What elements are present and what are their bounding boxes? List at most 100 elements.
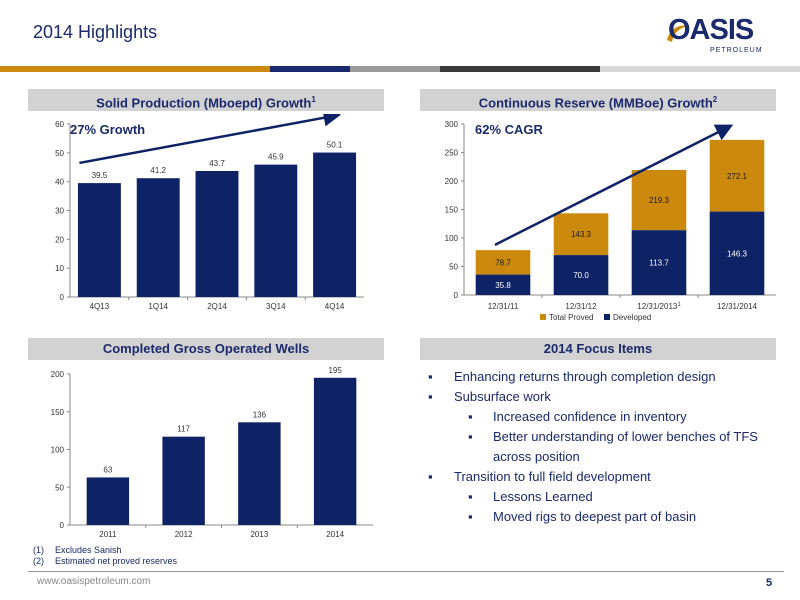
x-tick-label: 12/31/20131 [637,302,681,311]
data-label-developed: 70.0 [573,271,589,280]
y-tick-label: 200 [445,177,459,186]
footnote-2: (2) Estimated net proved reserves [33,556,177,567]
y-tick-label: 0 [454,291,459,300]
x-tick-footnote-ref: 1 [677,302,681,308]
bar-total-proved [709,139,765,212]
stripe-dark [440,66,600,72]
bar-total-proved [553,213,609,256]
stripe-light [600,66,800,72]
bar [254,164,298,297]
page-number: 5 [766,577,773,589]
x-tick-label: 4Q13 [90,302,110,311]
y-tick-label: 50 [55,149,64,158]
bar [195,170,239,297]
footnote-2-number: (2) [33,556,44,566]
x-tick-label: 4Q14 [325,302,345,311]
x-tick-label: 1Q14 [148,302,168,311]
stripe-gold [0,66,270,72]
y-tick-label: 60 [55,120,64,129]
data-label: 117 [177,425,190,434]
reserves-footnote-ref: 2 [712,95,718,104]
y-tick-label: 150 [51,408,65,417]
bar [313,377,357,525]
reserves-stacked-bar-chart: 0 50 100 150 200 250 300 78.7 35.8 12/31/11 143.3 7… [445,120,776,322]
bar [162,436,205,525]
data-label: 39.5 [92,171,108,180]
focus-item: Transition to full field development [428,467,798,487]
focus-subitem: Lessons Learned [428,487,798,507]
reserves-annotation: 62% CAGR [475,122,543,137]
bar-developed [475,274,531,295]
x-tick-label: 2014 [326,530,344,539]
data-label-developed: 35.8 [495,281,511,290]
y-tick-label: 0 [60,293,65,302]
focus-panel-header: 2014 Focus Items [420,338,776,360]
focus-subitem: Moved rigs to deepest part of basin [428,507,798,527]
bar-total-proved [631,169,687,231]
data-label: 63 [103,465,112,474]
footer-url-link[interactable]: www.oasispetroleum.com [37,576,151,587]
footnote-1-text: Excludes Sanish [55,545,122,555]
footnote-2-text: Estimated net proved reserves [55,556,178,566]
y-tick-label: 30 [55,207,64,216]
logo-wordmark: OASIS [668,14,754,46]
footnotes: (1) Excludes Sanish (2) Estimated net prov… [33,545,177,567]
footnote-1: (1) Excludes Sanish [33,545,177,556]
y-tick-label: 20 [55,235,64,244]
production-panel-title: Solid Production (Mboepd) Growth [96,95,312,111]
legend-label-total-proved: Total Proved [549,313,593,322]
bar-total-proved [475,250,531,275]
x-tick-label: 12/31/11 [488,302,519,311]
x-tick-label: 2013 [250,530,268,539]
logo-swoosh-icon [667,25,688,42]
focus-item: Enhancing returns through completion des… [428,367,798,387]
bar-developed [709,211,765,295]
x-tick-label: 2Q14 [207,302,227,311]
footer-divider [28,571,784,572]
bar [313,152,357,297]
legend-swatch-developed [604,314,610,320]
focus-panel-title: 2014 Focus Items [543,341,653,356]
production-footnote-ref: 1 [311,95,316,104]
bar [86,477,130,525]
data-label-developed: 146.3 [727,249,748,258]
production-bar-chart: 0 10 20 30 40 50 60 39.5 4Q13 41.2 1Q14 43.7 2Q14 45.… [55,114,364,311]
data-label-total-proved: 272.1 [727,172,748,181]
data-label: 195 [328,366,342,375]
y-tick-label: 40 [55,178,64,187]
bar [238,422,281,525]
x-tick-label: 2011 [99,530,117,539]
x-tick-label: 2012 [175,530,193,539]
focus-subitem: Better understanding of lower benches of… [428,427,798,467]
y-tick-label: 100 [445,234,459,243]
wells-bar-chart: 0 50 100 150 200 63 2011 117 2012 136 2013 195 2014 [51,366,373,539]
legend-label-developed: Developed [613,313,651,322]
bar [77,183,121,297]
y-tick-label: 10 [55,264,64,273]
focus-list: Enhancing returns through completion des… [428,367,798,527]
y-tick-label: 250 [445,149,459,158]
data-label-developed: 113.7 [649,259,669,268]
data-label: 136 [253,410,267,419]
logo-subtext: PETROLEUM [710,47,763,54]
data-label: 45.9 [268,153,284,162]
y-tick-label: 50 [449,263,458,272]
legend-swatch-total-proved [540,314,546,320]
data-label-total-proved: 219.3 [649,196,670,205]
data-label-total-proved: 143.3 [571,230,592,239]
y-tick-label: 100 [51,446,65,455]
focus-subitem: Increased confidence in inventory [428,407,798,427]
y-tick-label: 300 [445,120,459,129]
focus-item: Subsurface work [428,387,798,407]
trend-arrow [79,114,342,165]
production-panel-header: Solid Production (Mboepd) Growth1 [28,89,384,111]
bar-developed [553,255,609,295]
company-logo: OASIS PETROLEUM [664,14,776,58]
data-label: 41.2 [150,166,166,175]
bar-developed [631,230,687,295]
wells-panel-title: Completed Gross Operated Wells [102,341,310,356]
stripe-gray [350,66,440,72]
x-tick-label: 12/31/2014 [717,302,758,311]
footnote-1-number: (1) [33,545,44,555]
x-tick-label: 3Q14 [266,302,286,311]
